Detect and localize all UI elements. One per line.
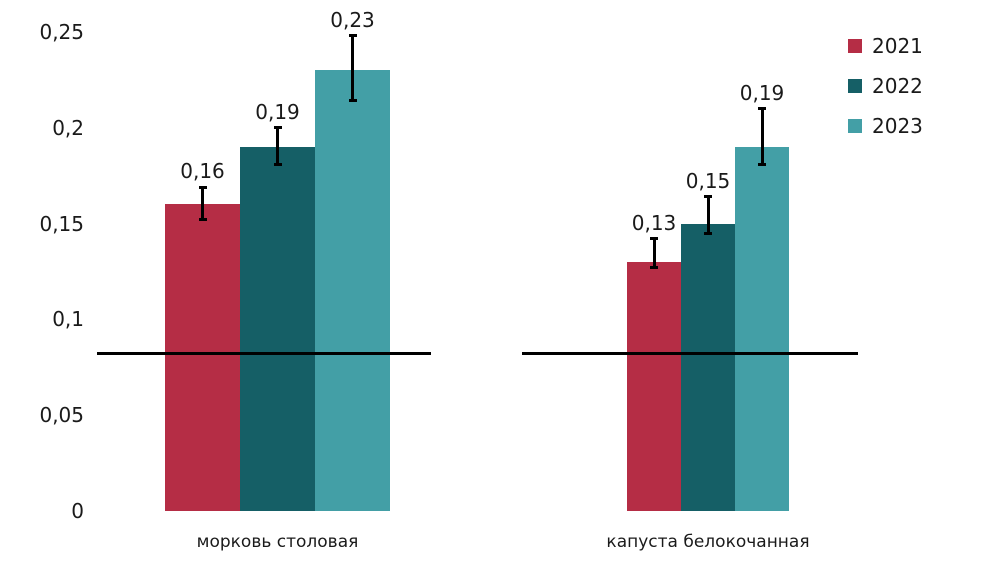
bar-2022 [681, 223, 735, 511]
error-bar [760, 108, 764, 165]
bar-2022 [240, 146, 315, 511]
value-label: 0,19 [739, 80, 785, 105]
y-tick-label: 0,25 [39, 20, 84, 44]
error-bar-cap [650, 237, 658, 241]
error-bar-cap [704, 195, 712, 199]
error-bar-cap [704, 231, 712, 235]
value-label: 0,19 [255, 99, 300, 124]
y-tick-label: 0 [71, 499, 84, 523]
error-bar [706, 196, 710, 234]
y-tick-label: 0,2 [52, 115, 84, 140]
value-label: 0,13 [631, 210, 677, 235]
error-bar-cap [273, 162, 282, 166]
legend-swatch [848, 39, 862, 53]
error-bar-cap [758, 162, 766, 166]
error-bar [351, 35, 354, 101]
legend-item-2023: 2023 [848, 106, 923, 146]
error-bar-cap [348, 99, 357, 103]
error-bar-cap [198, 185, 207, 189]
value-label: 0,16 [180, 159, 225, 184]
legend-swatch [848, 79, 862, 93]
reference-line [522, 351, 858, 355]
bar-2021 [627, 261, 681, 511]
error-bar-cap [273, 126, 282, 130]
value-label: 0,23 [330, 7, 375, 32]
legend-label: 2023 [872, 114, 923, 138]
legend-label: 2021 [872, 34, 923, 58]
legend: 2021 2022 2023 [848, 26, 923, 146]
error-bar [201, 187, 204, 220]
error-bar-cap [348, 34, 357, 38]
error-bar [276, 127, 279, 165]
error-bar-cap [650, 266, 658, 270]
legend-item-2021: 2021 [848, 26, 923, 66]
bar-2021 [165, 204, 240, 511]
y-tick-label: 0,05 [39, 403, 84, 428]
value-label: 0,15 [685, 168, 731, 193]
x-category-label: морковь столовая [196, 532, 359, 552]
x-category-label: капуста белокочанная [606, 532, 810, 552]
legend-item-2022: 2022 [848, 66, 923, 106]
error-bar [652, 238, 656, 268]
error-bar-cap [758, 107, 766, 111]
reference-line [97, 351, 431, 355]
legend-swatch [848, 119, 862, 133]
error-bar-cap [198, 218, 207, 222]
y-tick-label: 0,1 [52, 307, 84, 332]
y-tick-label: 0,15 [39, 211, 84, 236]
bar-2023 [315, 70, 390, 511]
bar-2023 [735, 146, 789, 511]
legend-label: 2022 [872, 74, 923, 98]
